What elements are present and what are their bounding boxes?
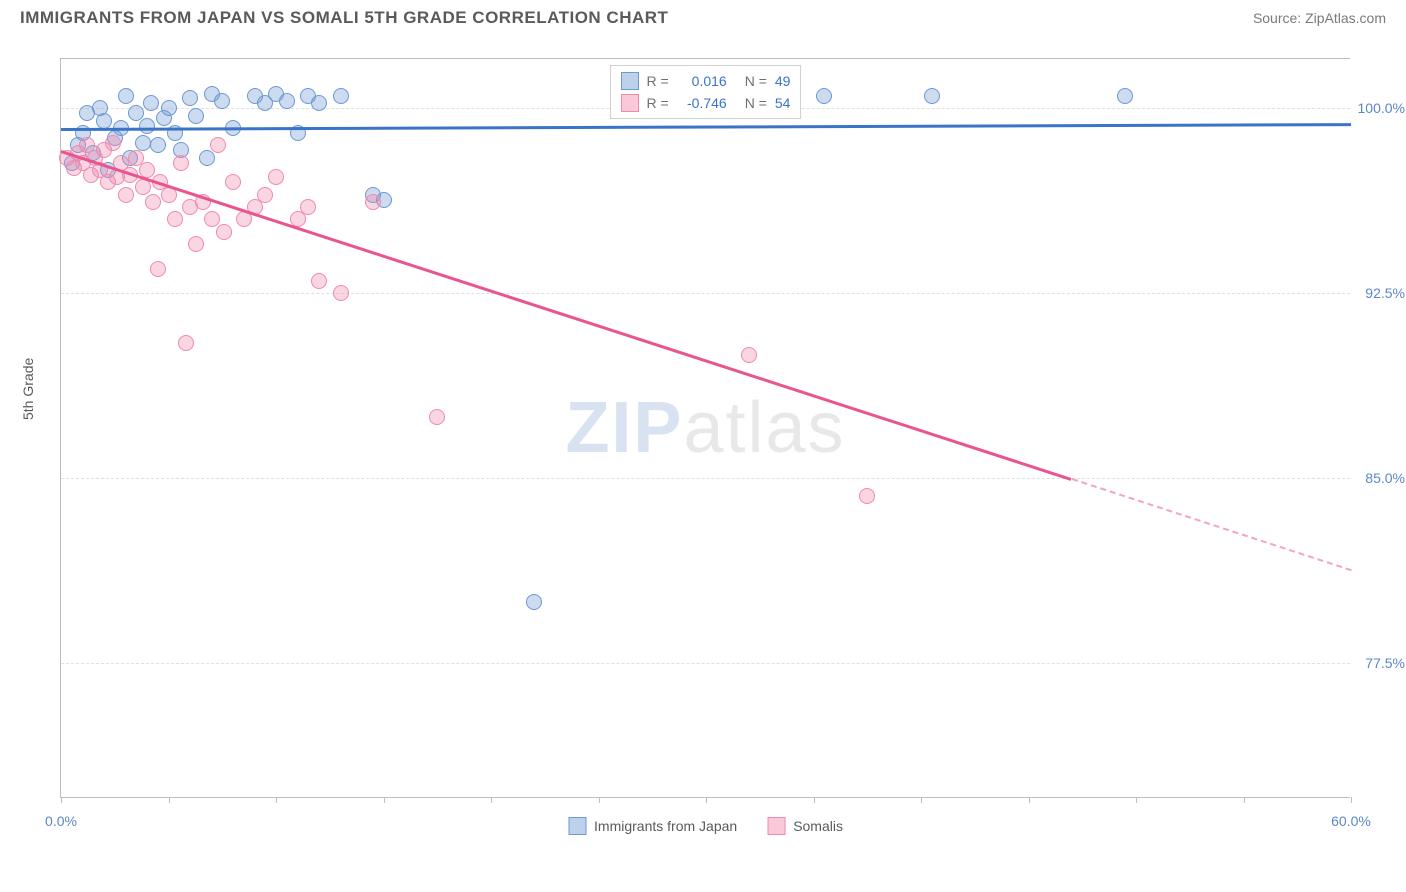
x-tick xyxy=(276,797,277,803)
n-value: 49 xyxy=(775,73,791,89)
legend-swatch xyxy=(767,817,785,835)
x-tick xyxy=(1136,797,1137,803)
source-attribution: Source: ZipAtlas.com xyxy=(1253,10,1386,26)
scatter-point xyxy=(225,174,241,190)
r-value: -0.746 xyxy=(677,95,727,111)
y-tick-label: 85.0% xyxy=(1365,470,1405,486)
correlation-legend: R = 0.016 N = 49 R = -0.746 N = 54 xyxy=(610,65,802,119)
y-tick-label: 100.0% xyxy=(1358,100,1405,116)
correlation-chart: ZIPatlas 77.5%85.0%92.5%100.0%0.0%60.0%R… xyxy=(60,58,1350,798)
scatter-point xyxy=(161,100,177,116)
trend-line xyxy=(61,150,1072,480)
gridline xyxy=(61,293,1350,294)
x-tick-label: 60.0% xyxy=(1331,813,1371,829)
scatter-point xyxy=(859,488,875,504)
x-tick-label: 0.0% xyxy=(45,813,77,829)
x-tick xyxy=(1029,797,1030,803)
chart-title: IMMIGRANTS FROM JAPAN VS SOMALI 5TH GRAD… xyxy=(20,8,668,28)
n-label: N = xyxy=(745,73,767,89)
x-tick xyxy=(921,797,922,803)
x-tick xyxy=(384,797,385,803)
scatter-point xyxy=(311,95,327,111)
scatter-point xyxy=(333,285,349,301)
scatter-point xyxy=(150,137,166,153)
r-label: R = xyxy=(647,73,669,89)
y-axis-label: 5th Grade xyxy=(20,358,36,420)
n-value: 54 xyxy=(775,95,791,111)
watermark-light: atlas xyxy=(683,388,845,468)
legend-swatch xyxy=(568,817,586,835)
x-tick xyxy=(706,797,707,803)
scatter-point xyxy=(118,187,134,203)
x-tick xyxy=(599,797,600,803)
scatter-point xyxy=(257,187,273,203)
legend-row: R = 0.016 N = 49 xyxy=(621,70,791,92)
legend-label: Somalis xyxy=(793,818,843,834)
legend-swatch xyxy=(621,94,639,112)
scatter-point xyxy=(268,169,284,185)
scatter-point xyxy=(150,261,166,277)
r-label: R = xyxy=(647,95,669,111)
watermark-bold: ZIP xyxy=(565,388,683,468)
scatter-point xyxy=(188,236,204,252)
scatter-point xyxy=(105,135,121,151)
scatter-point xyxy=(365,194,381,210)
y-tick-label: 77.5% xyxy=(1365,655,1405,671)
legend-item: Immigrants from Japan xyxy=(568,817,737,835)
trend-line xyxy=(61,123,1351,130)
scatter-point xyxy=(118,88,134,104)
gridline xyxy=(61,478,1350,479)
n-label: N = xyxy=(745,95,767,111)
scatter-point xyxy=(214,93,230,109)
scatter-point xyxy=(96,113,112,129)
scatter-point xyxy=(178,335,194,351)
scatter-point xyxy=(135,179,151,195)
x-tick xyxy=(169,797,170,803)
source-label: Source: xyxy=(1253,10,1301,26)
legend-row: R = -0.746 N = 54 xyxy=(621,92,791,114)
scatter-point xyxy=(143,95,159,111)
x-tick xyxy=(61,797,62,803)
legend-swatch xyxy=(621,72,639,90)
scatter-point xyxy=(311,273,327,289)
scatter-point xyxy=(526,594,542,610)
scatter-point xyxy=(279,93,295,109)
scatter-point xyxy=(167,211,183,227)
scatter-point xyxy=(924,88,940,104)
source-name: ZipAtlas.com xyxy=(1305,10,1386,26)
scatter-point xyxy=(204,211,220,227)
x-tick xyxy=(491,797,492,803)
trend-line xyxy=(1071,478,1351,571)
scatter-point xyxy=(333,88,349,104)
scatter-point xyxy=(210,137,226,153)
scatter-point xyxy=(816,88,832,104)
scatter-point xyxy=(139,118,155,134)
r-value: 0.016 xyxy=(677,73,727,89)
gridline xyxy=(61,663,1350,664)
legend-label: Immigrants from Japan xyxy=(594,818,737,834)
scatter-point xyxy=(300,199,316,215)
chart-header: IMMIGRANTS FROM JAPAN VS SOMALI 5TH GRAD… xyxy=(0,0,1406,28)
scatter-point xyxy=(741,347,757,363)
y-tick-label: 92.5% xyxy=(1365,285,1405,301)
x-tick xyxy=(1244,797,1245,803)
scatter-point xyxy=(216,224,232,240)
legend-item: Somalis xyxy=(767,817,843,835)
watermark: ZIPatlas xyxy=(565,387,845,469)
scatter-point xyxy=(182,90,198,106)
series-legend: Immigrants from Japan Somalis xyxy=(568,817,843,835)
scatter-point xyxy=(1117,88,1133,104)
scatter-point xyxy=(173,155,189,171)
scatter-point xyxy=(135,135,151,151)
scatter-point xyxy=(429,409,445,425)
x-tick xyxy=(814,797,815,803)
x-tick xyxy=(1351,797,1352,803)
scatter-point xyxy=(145,194,161,210)
scatter-point xyxy=(188,108,204,124)
